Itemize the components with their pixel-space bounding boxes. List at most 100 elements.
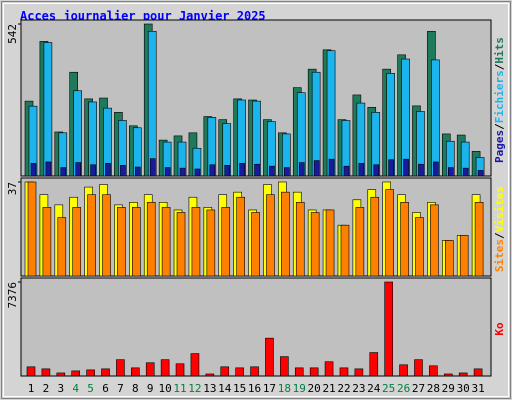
- bar: [473, 368, 483, 377]
- bar: [401, 58, 410, 177]
- bar: [56, 372, 66, 377]
- bar: [310, 212, 320, 277]
- x-tick-label: 7: [117, 382, 124, 395]
- bar: [209, 164, 216, 177]
- y-max-label: 542: [6, 24, 19, 44]
- bar: [120, 165, 126, 177]
- bar: [294, 367, 304, 377]
- bar: [266, 194, 275, 277]
- bar: [131, 367, 140, 377]
- bar: [340, 224, 350, 277]
- bar: [221, 207, 231, 277]
- bar: [239, 163, 245, 177]
- bar: [146, 202, 156, 277]
- bar: [194, 168, 201, 177]
- bar: [220, 366, 230, 377]
- bar: [269, 165, 275, 177]
- legend-entry: Ko: [493, 322, 506, 336]
- y-max-label: 37: [6, 182, 19, 195]
- x-tick-label: 28: [427, 382, 440, 395]
- bar: [43, 42, 53, 177]
- legend: Sites/Visites: [493, 186, 506, 272]
- bar: [75, 162, 82, 177]
- x-tick-label: 26: [397, 382, 410, 395]
- bar: [284, 167, 290, 177]
- x-tick-label: 13: [203, 382, 216, 395]
- legend: Ko: [493, 322, 506, 336]
- bar: [45, 161, 52, 177]
- bar: [400, 202, 409, 277]
- legend-entry: Pages: [493, 130, 506, 163]
- bar: [71, 370, 81, 377]
- x-tick-label: 25: [382, 382, 395, 395]
- bar: [477, 170, 484, 177]
- legend: Pages/Fichiers/Hits: [493, 37, 506, 163]
- bar: [42, 207, 52, 277]
- bar: [326, 50, 336, 177]
- bar: [102, 194, 111, 277]
- bar: [325, 209, 335, 277]
- bar: [447, 167, 454, 177]
- bar: [179, 167, 186, 177]
- bar: [57, 217, 67, 277]
- legend-separator: /: [493, 63, 506, 70]
- bar: [116, 359, 125, 377]
- bar: [414, 359, 423, 377]
- bar: [433, 161, 439, 177]
- x-tick-label: 11: [173, 382, 186, 395]
- y-max-label: 7376: [6, 282, 19, 309]
- bar: [135, 166, 141, 177]
- bar: [415, 217, 424, 277]
- bar: [343, 165, 350, 177]
- bar: [354, 368, 364, 377]
- x-tick-label: 9: [147, 382, 154, 395]
- legend-entry: Sites: [493, 239, 506, 272]
- bar: [224, 165, 231, 177]
- x-tick-label: 6: [102, 382, 109, 395]
- bar: [403, 158, 409, 177]
- bar: [60, 167, 67, 177]
- bar: [355, 207, 365, 277]
- x-tick-label: 15: [233, 382, 246, 395]
- bar: [206, 209, 216, 277]
- bar: [385, 189, 394, 277]
- bar: [26, 366, 36, 377]
- x-tick-label: 4: [72, 382, 79, 395]
- outer-bevel: [3, 3, 509, 397]
- bar: [117, 207, 126, 277]
- bar: [462, 167, 469, 177]
- bar: [459, 235, 469, 277]
- x-tick-label: 10: [159, 382, 172, 395]
- bar: [72, 207, 82, 277]
- bar: [309, 367, 319, 377]
- bar: [147, 30, 157, 177]
- bar: [384, 281, 393, 377]
- bar: [429, 365, 438, 377]
- bar: [295, 202, 305, 277]
- bar: [251, 212, 260, 277]
- bar: [145, 362, 155, 377]
- bar: [474, 202, 484, 277]
- bar: [164, 167, 171, 177]
- x-tick-label: 5: [87, 382, 94, 395]
- legend-separator: /: [493, 232, 506, 239]
- x-tick-label: 19: [293, 382, 306, 395]
- x-tick-label: 17: [263, 382, 276, 395]
- x-tick-label: 2: [43, 382, 50, 395]
- x-tick-label: 3: [57, 382, 64, 395]
- bar: [176, 212, 186, 277]
- x-tick-label: 29: [442, 382, 455, 395]
- bar: [328, 158, 335, 177]
- bar: [265, 337, 274, 377]
- bar: [175, 363, 185, 377]
- bar: [431, 59, 440, 177]
- bar: [87, 194, 96, 277]
- x-tick-label: 27: [412, 382, 425, 395]
- x-tick-label: 1: [28, 382, 35, 395]
- bar: [235, 367, 244, 377]
- x-tick-label: 24: [367, 382, 381, 395]
- bar: [280, 356, 289, 377]
- x-tick-label: 23: [352, 382, 365, 395]
